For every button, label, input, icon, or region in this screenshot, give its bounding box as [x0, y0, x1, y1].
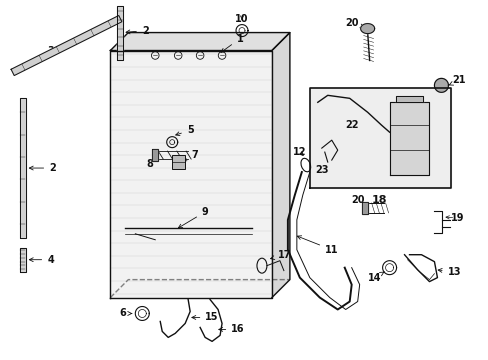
Text: 1: 1 [221, 33, 243, 52]
Polygon shape [309, 88, 450, 188]
Text: 7: 7 [182, 150, 198, 161]
Polygon shape [110, 50, 271, 298]
Text: 17: 17 [270, 250, 291, 260]
Polygon shape [20, 248, 25, 272]
Text: 14: 14 [367, 272, 384, 283]
Text: 23: 23 [314, 165, 328, 175]
Text: 20: 20 [344, 18, 364, 28]
Text: 18: 18 [371, 195, 386, 205]
Polygon shape [271, 32, 289, 298]
Text: 3: 3 [47, 45, 54, 55]
Polygon shape [152, 149, 158, 161]
Polygon shape [395, 96, 423, 102]
Text: 4: 4 [29, 255, 54, 265]
Text: 15: 15 [191, 312, 219, 323]
Text: 2: 2 [126, 26, 148, 36]
Polygon shape [360, 24, 374, 33]
Polygon shape [20, 98, 25, 238]
Text: 21: 21 [448, 75, 465, 85]
Text: 10: 10 [235, 14, 248, 24]
Polygon shape [433, 78, 447, 92]
Text: 9: 9 [178, 207, 208, 228]
Bar [172, 155, 185, 169]
Polygon shape [11, 15, 122, 76]
Polygon shape [110, 32, 289, 50]
Text: 12: 12 [292, 147, 306, 157]
Text: 11: 11 [297, 236, 338, 255]
Text: 20: 20 [350, 195, 366, 208]
Text: 8: 8 [146, 159, 153, 169]
Text: 6: 6 [119, 309, 131, 319]
Text: 13: 13 [437, 267, 460, 276]
Text: 19: 19 [450, 213, 463, 223]
Polygon shape [117, 6, 123, 60]
Text: 5: 5 [175, 125, 193, 136]
Polygon shape [361, 202, 367, 214]
Text: 16: 16 [218, 324, 244, 334]
Text: 2: 2 [29, 163, 56, 173]
Text: 22: 22 [344, 120, 358, 130]
Polygon shape [389, 102, 428, 175]
